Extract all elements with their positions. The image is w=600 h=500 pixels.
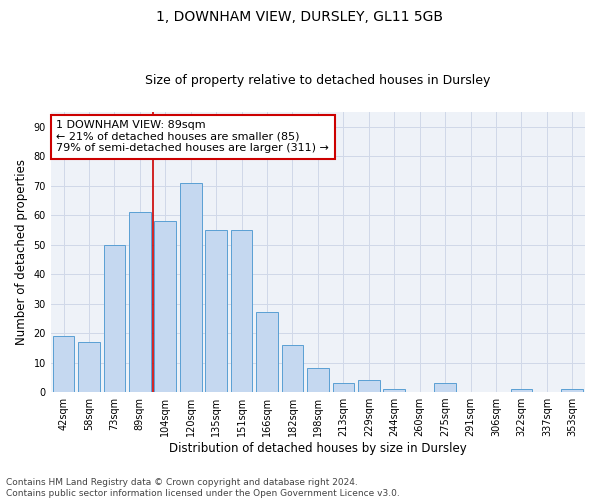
X-axis label: Distribution of detached houses by size in Dursley: Distribution of detached houses by size … xyxy=(169,442,467,455)
Bar xyxy=(231,230,253,392)
Title: Size of property relative to detached houses in Dursley: Size of property relative to detached ho… xyxy=(145,74,491,87)
Bar xyxy=(78,342,100,392)
Bar xyxy=(562,389,583,392)
Bar xyxy=(129,212,151,392)
Bar xyxy=(180,182,202,392)
Bar xyxy=(281,345,303,392)
Bar xyxy=(53,336,74,392)
Bar xyxy=(383,389,405,392)
Bar xyxy=(434,383,456,392)
Bar xyxy=(256,312,278,392)
Bar xyxy=(511,389,532,392)
Y-axis label: Number of detached properties: Number of detached properties xyxy=(15,159,28,345)
Bar xyxy=(205,230,227,392)
Text: 1 DOWNHAM VIEW: 89sqm
← 21% of detached houses are smaller (85)
79% of semi-deta: 1 DOWNHAM VIEW: 89sqm ← 21% of detached … xyxy=(56,120,329,154)
Bar xyxy=(154,221,176,392)
Bar xyxy=(332,383,354,392)
Text: Contains HM Land Registry data © Crown copyright and database right 2024.
Contai: Contains HM Land Registry data © Crown c… xyxy=(6,478,400,498)
Bar xyxy=(307,368,329,392)
Bar xyxy=(358,380,380,392)
Text: 1, DOWNHAM VIEW, DURSLEY, GL11 5GB: 1, DOWNHAM VIEW, DURSLEY, GL11 5GB xyxy=(157,10,443,24)
Bar xyxy=(104,244,125,392)
